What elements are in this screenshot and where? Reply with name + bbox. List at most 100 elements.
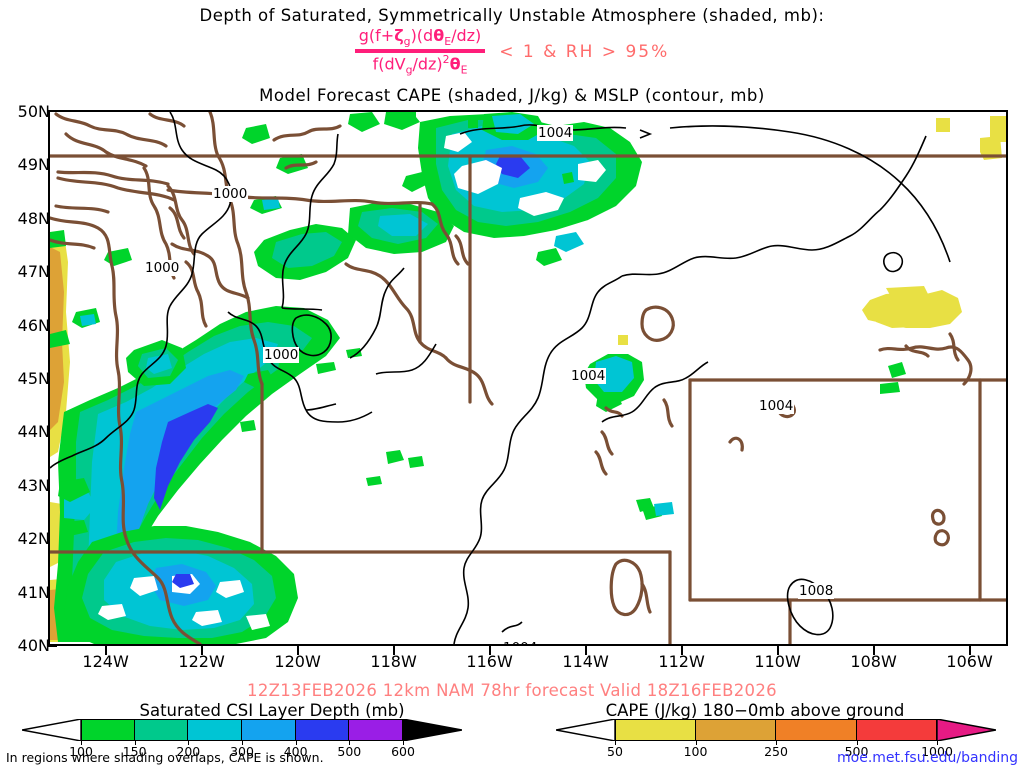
colorbar-tick-label: 500: [844, 744, 869, 759]
lat-tick-label: 46N: [17, 315, 50, 335]
csi-shading: [50, 112, 906, 644]
lat-tick-label: 40N: [17, 636, 50, 655]
formula-condition: < 1 & RH > 95%: [499, 41, 670, 62]
colorbar-tick: [134, 741, 136, 745]
lon-tick-mark: [392, 646, 395, 655]
mslp-contour-label: 1000: [144, 260, 181, 276]
formula-denominator: f(dVg/dz)2θE: [372, 52, 468, 77]
colorbar-right-cap: [403, 719, 462, 741]
colorbar-tick: [937, 741, 938, 745]
lat-tick-label: 48N: [17, 208, 50, 228]
lon-tick-label: 118W: [370, 652, 417, 671]
lat-tick-label: 42N: [17, 529, 50, 549]
lon-tick-mark: [776, 646, 779, 655]
colorbar-tick: [695, 741, 697, 745]
lat-tick-mark: [48, 645, 57, 647]
colorbar-tick-label: 200: [176, 744, 201, 759]
colorbar-segment[interactable]: [776, 719, 857, 741]
colorbar-tick-label: 50: [607, 744, 623, 759]
colorbar-tick-label: 600: [391, 744, 415, 759]
colorbar-tick: [81, 741, 82, 745]
lon-tick-mark: [488, 646, 491, 655]
colorbar-segment[interactable]: [615, 719, 696, 741]
cape-colorbar-title: CAPE (J/kg) 180−0mb above ground: [605, 701, 905, 720]
lon-tick-mark: [296, 646, 299, 655]
lon-tick-label: 122W: [178, 652, 225, 671]
site-url-link[interactable]: moe.met.fsu.edu/banding: [837, 750, 1018, 766]
colorbar-segment[interactable]: [695, 719, 776, 741]
formula-fraction: g(f+ζg)(dθE/dz) f(dVg/dz)2θE: [354, 26, 486, 77]
colorbar-segment[interactable]: [134, 719, 189, 741]
csi-colorbar-title: Saturated CSI Layer Depth (mb): [139, 701, 405, 720]
mslp-contour-label: 1004: [537, 125, 574, 141]
colorbar-frame: [81, 719, 403, 741]
lon-tick-mark: [200, 646, 203, 655]
csi-criterion-formula: g(f+ζg)(dθE/dz) f(dVg/dz)2θE < 1 & RH > …: [0, 26, 1024, 77]
lon-tick-label: 116W: [466, 652, 513, 671]
colorbar-tick-label: 500: [337, 744, 362, 759]
lon-tick-mark: [872, 646, 875, 655]
lon-tick-label: 124W: [82, 652, 129, 671]
mslp-contour-label: 1004: [570, 368, 607, 384]
lon-tick-mark: [680, 646, 683, 655]
colorbar-body[interactable]: [81, 719, 403, 741]
colorbar-right-cap: [937, 719, 996, 741]
lon-tick-mark: [584, 646, 587, 655]
lat-tick-label: 44N: [17, 422, 50, 442]
colorbar-tick-label: 300: [230, 744, 254, 759]
cape-colorbar[interactable]: 50 100 250 500 1000: [556, 719, 996, 759]
mslp-contour-label: 1000: [212, 186, 249, 202]
mslp-contour-label: 1004: [502, 640, 539, 644]
map-canvas: [50, 112, 1006, 644]
mslp-contour-label: 1004: [758, 398, 795, 414]
colorbar-tick-label: 1000: [921, 744, 953, 759]
forecast-map[interactable]: 1004 1000 1000 1000 1004 1004 1008 1004: [48, 110, 1008, 646]
forecast-valid-line: 12Z13FEB2026 12km NAM 78hr forecast Vali…: [247, 681, 777, 700]
colorbar-tick-label: 400: [283, 744, 308, 759]
formula-numerator: g(f+ζg)(dθE/dz): [358, 26, 482, 49]
lon-tick-label: 112W: [658, 652, 705, 671]
colorbar-body[interactable]: [615, 719, 937, 741]
csi-colorbar[interactable]: 100 150 200 300 400 500 600: [22, 719, 462, 759]
colorbar-segment[interactable]: [856, 719, 937, 741]
colorbar-frame: [615, 719, 937, 741]
colorbar-left-cap: [22, 719, 81, 741]
colorbar-segment[interactable]: [349, 719, 403, 741]
overlap-footnote: In regions where shading overlaps, CAPE …: [6, 750, 324, 765]
lon-tick-label: 108W: [850, 652, 897, 671]
colorbar-tick: [776, 741, 777, 745]
colorbar-tick: [349, 741, 351, 745]
lon-tick-label: 120W: [274, 652, 321, 671]
lon-tick-label: 110W: [754, 652, 801, 671]
colorbar-tick: [188, 741, 190, 745]
colorbar-tick: [295, 741, 297, 745]
colorbar-segment[interactable]: [81, 719, 135, 741]
page-subtitle: Model Forecast CAPE (shaded, J/kg) & MSL…: [259, 86, 765, 105]
colorbar-left-cap: [556, 719, 615, 741]
mslp-contour-label: 1008: [798, 583, 835, 599]
lon-tick-label: 114W: [562, 652, 609, 671]
colorbar-tick: [615, 741, 616, 745]
lon-tick-label: 106W: [946, 652, 993, 671]
lat-tick-label: 47N: [17, 262, 50, 282]
lat-tick-label: 41N: [17, 582, 50, 602]
colorbar-tick-label: 150: [122, 744, 147, 759]
colorbar-segment[interactable]: [188, 719, 242, 741]
colorbar-segment[interactable]: [295, 719, 350, 741]
colorbar-tick-label: 250: [764, 744, 788, 759]
lat-tick-label: 50N: [17, 102, 50, 121]
colorbar-tick: [242, 741, 243, 745]
lat-tick-label: 43N: [17, 475, 50, 495]
page-title: Depth of Saturated, Symmetrically Unstab…: [199, 6, 825, 25]
lat-tick-label: 49N: [17, 155, 50, 175]
colorbar-tick: [856, 741, 858, 745]
colorbar-segment[interactable]: [241, 719, 296, 741]
mslp-contour-label: 1000: [263, 347, 300, 363]
colorbar-tick: [403, 741, 404, 745]
colorbar-tick-label: 100: [683, 744, 708, 759]
lon-tick-mark: [968, 646, 971, 655]
lat-tick-label: 45N: [17, 369, 50, 388]
lon-tick-mark: [104, 646, 107, 655]
formula-fraction-bar: [354, 48, 486, 53]
